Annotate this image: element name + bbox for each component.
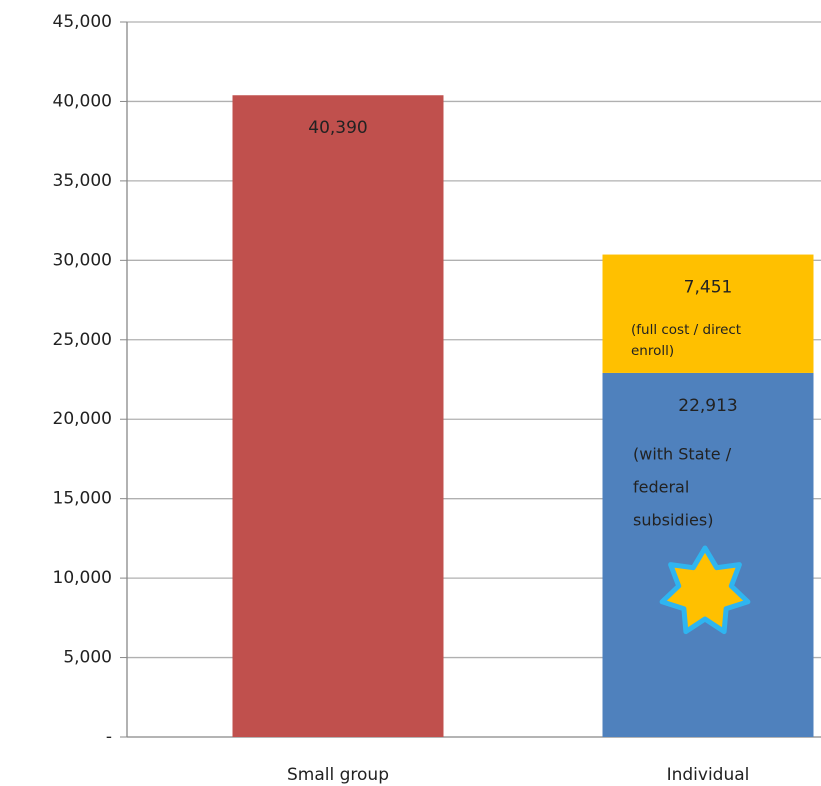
y-tick-label: 25,000 [53,330,112,350]
bar-segment [233,95,444,737]
data-label: 40,390 [308,118,367,138]
page: - 5,000 10,000 15,000 20,000 25,000 30,000 35,0… [0,0,821,786]
y-tick-label: 35,000 [53,171,112,191]
chart: - 5,000 10,000 15,000 20,000 25,000 30,000 35,0… [0,0,821,786]
x-tick-label: Small group [287,765,389,785]
annotation: enroll) [631,343,674,359]
y-tick-label: 5,000 [63,648,112,668]
annotation: (with State / [633,445,732,464]
annotation: subsidies) [633,511,713,530]
y-tick-label: - [106,727,112,747]
y-tick-label: 30,000 [53,250,112,270]
data-label: 7,451 [684,278,733,298]
y-tick-label: 20,000 [53,409,112,429]
data-label: 22,913 [678,396,737,416]
y-tick-label: 40,000 [53,91,112,111]
y-tick-label: 15,000 [53,489,112,509]
x-tick-label: Individual [667,765,750,785]
y-tick-label: 45,000 [53,12,112,32]
y-tick-label: 10,000 [53,568,112,588]
annotation: (full cost / direct [631,322,741,338]
annotation: federal [633,478,689,497]
